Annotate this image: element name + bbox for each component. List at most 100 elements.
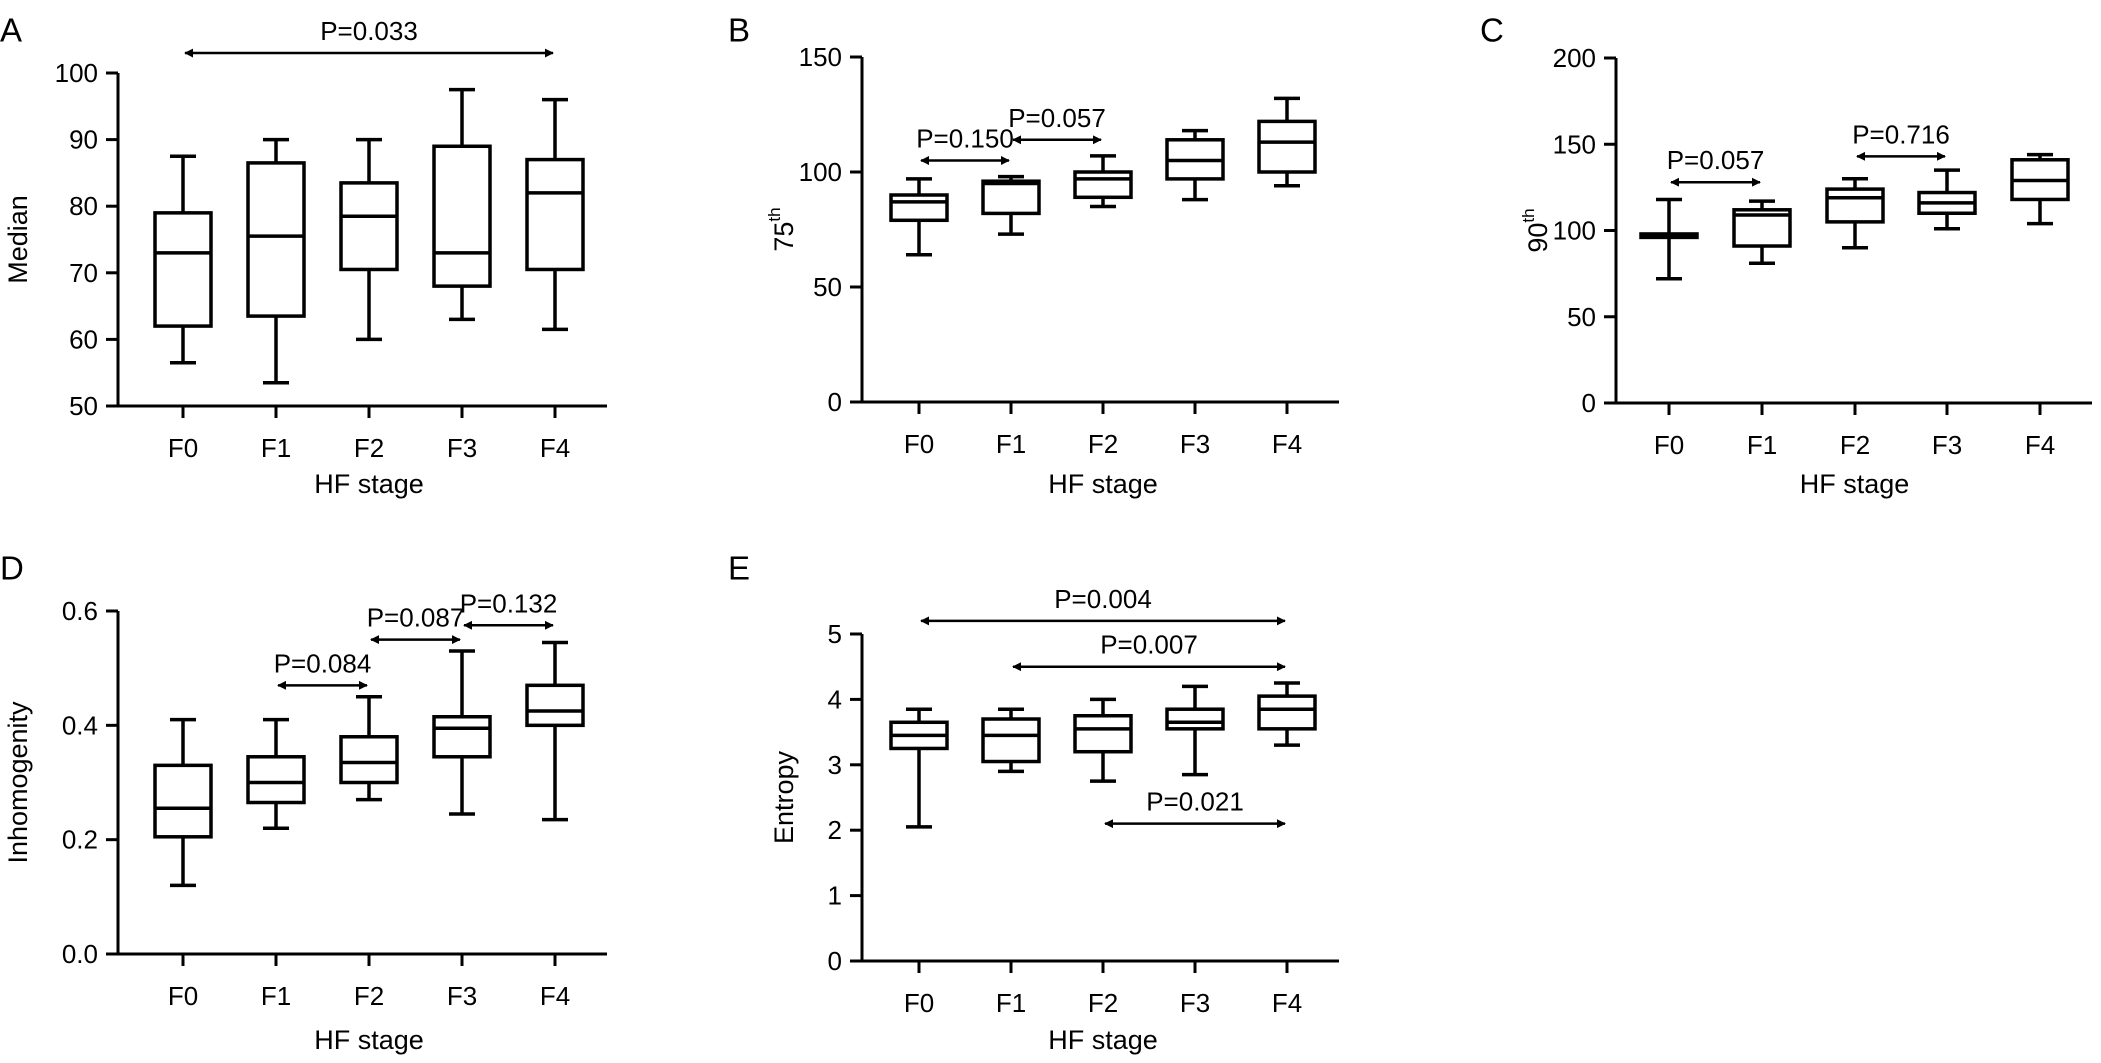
x-tick-label: F3 (447, 433, 477, 463)
box-plot-f3 (1917, 168, 1977, 231)
chart-panel-e: E 0 1 2 3 4 5 F0 F1 F2 F3 F4 HF stage Entropy P=0.004 P… (728, 550, 1339, 1055)
y-tick-label: 0 (1582, 388, 1596, 418)
x-tick-label: F1 (996, 988, 1026, 1018)
box-plot-f2 (339, 137, 399, 342)
y-axis-title: Entropy (769, 750, 799, 844)
box-plot-f2 (339, 695, 399, 802)
x-axis-title: HF stage (1048, 469, 1158, 499)
x-axis-title: HF stage (1800, 469, 1910, 499)
box-plot-f3 (432, 649, 492, 816)
p-value-label: P=0.007 (1100, 630, 1198, 660)
x-tick-label: F1 (261, 433, 291, 463)
x-axis-title: HF stage (314, 1025, 424, 1055)
x-tick-label: F4 (1272, 429, 1302, 459)
panel-letter: C (1480, 12, 1504, 49)
box-plot-f0 (889, 707, 949, 829)
p-value-label: P=0.132 (460, 588, 558, 618)
box-plot-f0 (153, 154, 213, 365)
y-tick-label: 5 (828, 619, 842, 649)
box-plot-f3 (1165, 684, 1225, 777)
x-axis-title: HF stage (1048, 1025, 1158, 1055)
iqr-box (1257, 694, 1317, 731)
y-axis-title: Inhomogenity (3, 701, 33, 864)
comparison-f0-f4: P=0.033 (184, 16, 554, 58)
x-tick-label: F3 (447, 981, 477, 1011)
box-plot-f0 (1639, 197, 1699, 281)
panel-letter: D (0, 550, 24, 587)
y-tick-label: 0.0 (62, 939, 98, 969)
y-tick-label: 50 (69, 391, 98, 421)
panel-letter: A (0, 12, 22, 49)
y-tick-label: 0 (828, 946, 842, 976)
box-plot-f4 (1257, 96, 1317, 188)
x-tick-label: F2 (1840, 430, 1870, 460)
iqr-box (981, 179, 1041, 216)
y-tick-label: 1 (828, 881, 842, 911)
comparison-f0-f4: P=0.004 (920, 584, 1286, 626)
comparison-f3-f4: P=0.132 (460, 588, 558, 630)
iqr-box (153, 211, 213, 328)
y-axis-title-superscript: th (1519, 208, 1538, 222)
comparison-f2-f3: P=0.716 (1852, 119, 1950, 161)
x-tick-label: F1 (1747, 430, 1777, 460)
y-tick-label: 150 (799, 42, 842, 72)
comparison-f0-f1: P=0.057 (1667, 145, 1765, 187)
panel-letter: B (728, 12, 750, 49)
y-tick-label: 0.2 (62, 825, 98, 855)
p-value-label: P=0.057 (1008, 103, 1106, 133)
box-plot-f1 (981, 707, 1041, 774)
x-tick-label: F2 (1088, 988, 1118, 1018)
p-value-label: P=0.057 (1667, 145, 1765, 175)
y-tick-label: 100 (1553, 216, 1596, 246)
chart-panel-a: A 50 60 70 80 90 100 F0 F1 F2 F3 F4 HF stage Median P=… (0, 12, 607, 499)
x-tick-label: F0 (168, 981, 198, 1011)
box-plot-f4 (1257, 681, 1317, 747)
x-tick-label: F3 (1180, 429, 1210, 459)
p-value-label: P=0.004 (1054, 584, 1152, 614)
x-tick-label: F4 (1272, 988, 1302, 1018)
iqr-box (525, 683, 585, 728)
box-plot-f4 (525, 97, 585, 332)
box-plot-f3 (1165, 128, 1225, 202)
y-tick-label: 70 (69, 258, 98, 288)
x-tick-label: F4 (2025, 430, 2055, 460)
iqr-box (525, 157, 585, 272)
box-plot-f3 (432, 87, 492, 322)
iqr-box (1073, 170, 1133, 200)
chart-panel-b: B 0 50 100 150 F0 F1 F2 F3 F4 HF stage 75th P=0.150P… (728, 12, 1339, 499)
iqr-box (1257, 119, 1317, 174)
iqr-box (1825, 187, 1885, 224)
x-tick-label: F3 (1180, 988, 1210, 1018)
iqr-box (339, 181, 399, 272)
y-axis-title: 90th (1519, 208, 1553, 252)
y-axis-title-superscript: th (765, 207, 784, 221)
box-plot-f2 (1073, 154, 1133, 209)
x-tick-label: F0 (904, 429, 934, 459)
comparison-f0-f1: P=0.150 (916, 124, 1014, 165)
x-tick-label: F2 (1088, 429, 1118, 459)
iqr-box (889, 193, 949, 223)
y-tick-label: 0.4 (62, 710, 98, 740)
box-plot-f4 (525, 640, 585, 822)
iqr-box (1073, 714, 1133, 754)
y-tick-label: 3 (828, 750, 842, 780)
iqr-box (1165, 707, 1225, 731)
iqr-box (246, 161, 306, 318)
iqr-box (432, 715, 492, 759)
comparison-f2-f4: P=0.021 (1104, 787, 1286, 829)
comparison-f2-f3: P=0.087 (367, 603, 464, 645)
x-axis-title: HF stage (314, 469, 424, 499)
y-tick-label: 0.6 (62, 596, 98, 626)
x-tick-label: F1 (261, 981, 291, 1011)
x-tick-label: F0 (168, 433, 198, 463)
comparison-f1-f4: P=0.007 (1012, 630, 1286, 672)
box-plot-f1 (246, 717, 306, 830)
y-tick-label: 80 (69, 191, 98, 221)
comparison-f1-f2: P=0.084 (274, 648, 371, 690)
y-tick-label: 90 (69, 125, 98, 155)
p-value-label: P=0.033 (320, 16, 418, 46)
y-tick-label: 0 (828, 387, 842, 417)
iqr-box (981, 717, 1041, 764)
y-axis-title: Median (3, 195, 33, 284)
iqr-box (153, 763, 213, 839)
